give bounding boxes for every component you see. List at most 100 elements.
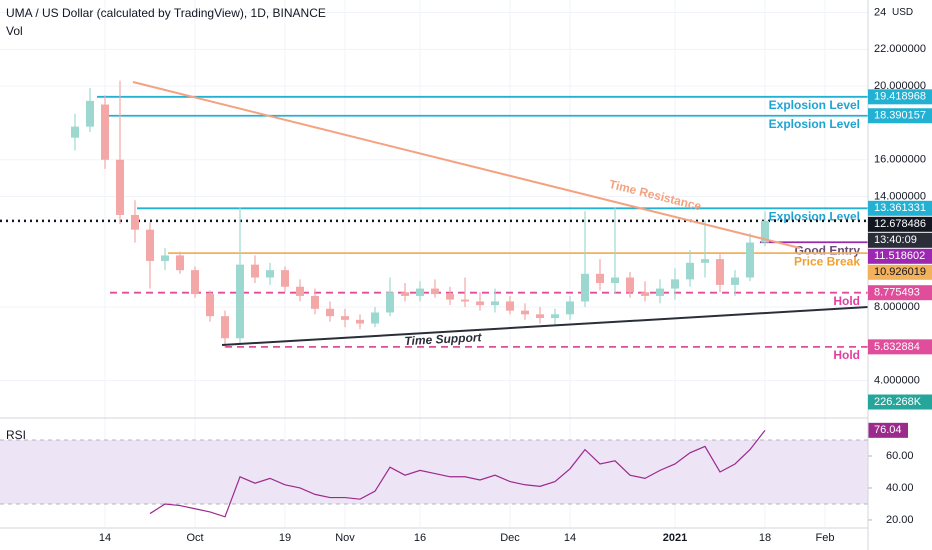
rsi-title: RSI [6, 428, 26, 442]
x-tick-label: Oct [186, 532, 203, 544]
y-tick-label: 16.000000 [874, 154, 926, 166]
candle-body [491, 301, 499, 306]
volume-title: Vol [6, 24, 23, 38]
axis-badge [868, 264, 932, 280]
candle-body [431, 288, 439, 295]
x-tick-label: 18 [759, 532, 771, 544]
candle-body [521, 310, 529, 315]
x-tick-label: 16 [414, 532, 426, 544]
candle-body [626, 277, 634, 293]
rsi-tick-label: 60.00 [886, 450, 914, 462]
axis-badge [868, 232, 932, 248]
candle-body [191, 270, 199, 295]
axis-badge [868, 200, 932, 216]
x-tick-label: Feb [816, 532, 835, 544]
candle-body [281, 270, 289, 287]
level-note: Explosion Level [769, 117, 860, 131]
candle-body [101, 104, 109, 160]
axis-badge [868, 89, 932, 105]
price-axis: 4.000000 8.000000 14.000000 16.000000 20.000… [868, 6, 932, 410]
level-note: Hold [833, 348, 860, 362]
axis-badge-label: 19.418968 [874, 91, 926, 103]
grid [0, 0, 868, 527]
candle-body [176, 255, 184, 271]
candle-body [416, 288, 424, 296]
rsi-tick-label: 20.00 [886, 514, 914, 526]
axis-badge-label: 13:40:09 [874, 234, 917, 246]
x-tick-label: Dec [500, 532, 520, 544]
candle-body [401, 292, 409, 296]
axis-badge-label: 8.775493 [874, 287, 920, 299]
axis-badge [868, 422, 908, 438]
candle-body [71, 126, 79, 138]
level-note: Explosion Level [769, 209, 860, 223]
candle-body [656, 288, 664, 296]
candle-body [221, 316, 229, 339]
trendline-label: Time Support [404, 330, 483, 348]
y-tick-label: 24 [874, 6, 886, 18]
candle-body [386, 292, 394, 313]
candle-body [686, 262, 694, 280]
candle-body [131, 214, 139, 230]
candle-body [341, 316, 349, 320]
y-tick-label: 20.000000 [874, 80, 926, 92]
time-resistance-line [132, 81, 801, 249]
axis-badge [868, 108, 932, 124]
x-tick-label: Nov [335, 532, 355, 544]
candle-body [506, 301, 514, 311]
time-support-line [221, 306, 869, 346]
candle-body [536, 314, 544, 319]
candle-body [551, 314, 559, 319]
x-tick-label: 14 [564, 532, 576, 544]
candle-body [356, 319, 364, 324]
axis-badge [868, 394, 932, 410]
candle-body [761, 220, 769, 243]
candle-body [206, 294, 214, 317]
candle-body [146, 229, 154, 261]
candle-body [716, 259, 724, 285]
x-tick-label: 19 [279, 532, 291, 544]
candle-body [86, 100, 94, 127]
rsi-last-label: 76.04 [874, 424, 902, 436]
axis-badge [868, 216, 932, 232]
axis-badge-label: 11.518602 [874, 250, 925, 262]
axis-badge-label: 13.361331 [874, 202, 926, 214]
candle-body [476, 301, 484, 306]
candle-body [596, 273, 604, 284]
x-tick-label: 2021 [663, 532, 687, 544]
y-tick-label: 8.000000 [874, 301, 920, 313]
rsi-band [0, 439, 868, 504]
candle-body [641, 292, 649, 296]
rsi-pane: 20.00 40.00 60.00 76.04 [0, 422, 914, 526]
axis-badge-label: 5.832884 [874, 341, 920, 353]
candle-body [296, 286, 304, 296]
candle-body [611, 277, 619, 284]
level-note: Explosion Level [769, 98, 860, 112]
candle-body [311, 295, 319, 309]
candle-body [116, 159, 124, 215]
axis-badge-label: 12.678486 [874, 218, 926, 230]
axis-badge-label: 226.268K [874, 396, 922, 408]
axis-badge-label: 10.926019 [874, 266, 926, 278]
candle-body [266, 270, 274, 278]
candle-body [581, 273, 589, 302]
candle-body [671, 279, 679, 289]
axis-badge-label: 18.390157 [874, 110, 926, 122]
candle-body [326, 308, 334, 317]
candle-body [251, 264, 259, 278]
candle-body [566, 301, 574, 315]
level-note: Hold [833, 294, 860, 308]
candle-body [701, 259, 709, 263]
y-tick-label: 14.000000 [874, 190, 926, 202]
candle-body [236, 264, 244, 339]
y-tick-label: 4.000000 [874, 374, 920, 386]
rsi-tick-label: 40.00 [886, 482, 914, 494]
levels: Explosion Level Explosion Level Explosion … [0, 95, 868, 362]
candle-body [446, 294, 454, 300]
candle-body [461, 299, 469, 302]
candle-body [731, 277, 739, 285]
x-tick-label: 14 [99, 532, 111, 544]
candle-body [161, 255, 169, 261]
axis-badge [868, 339, 932, 355]
